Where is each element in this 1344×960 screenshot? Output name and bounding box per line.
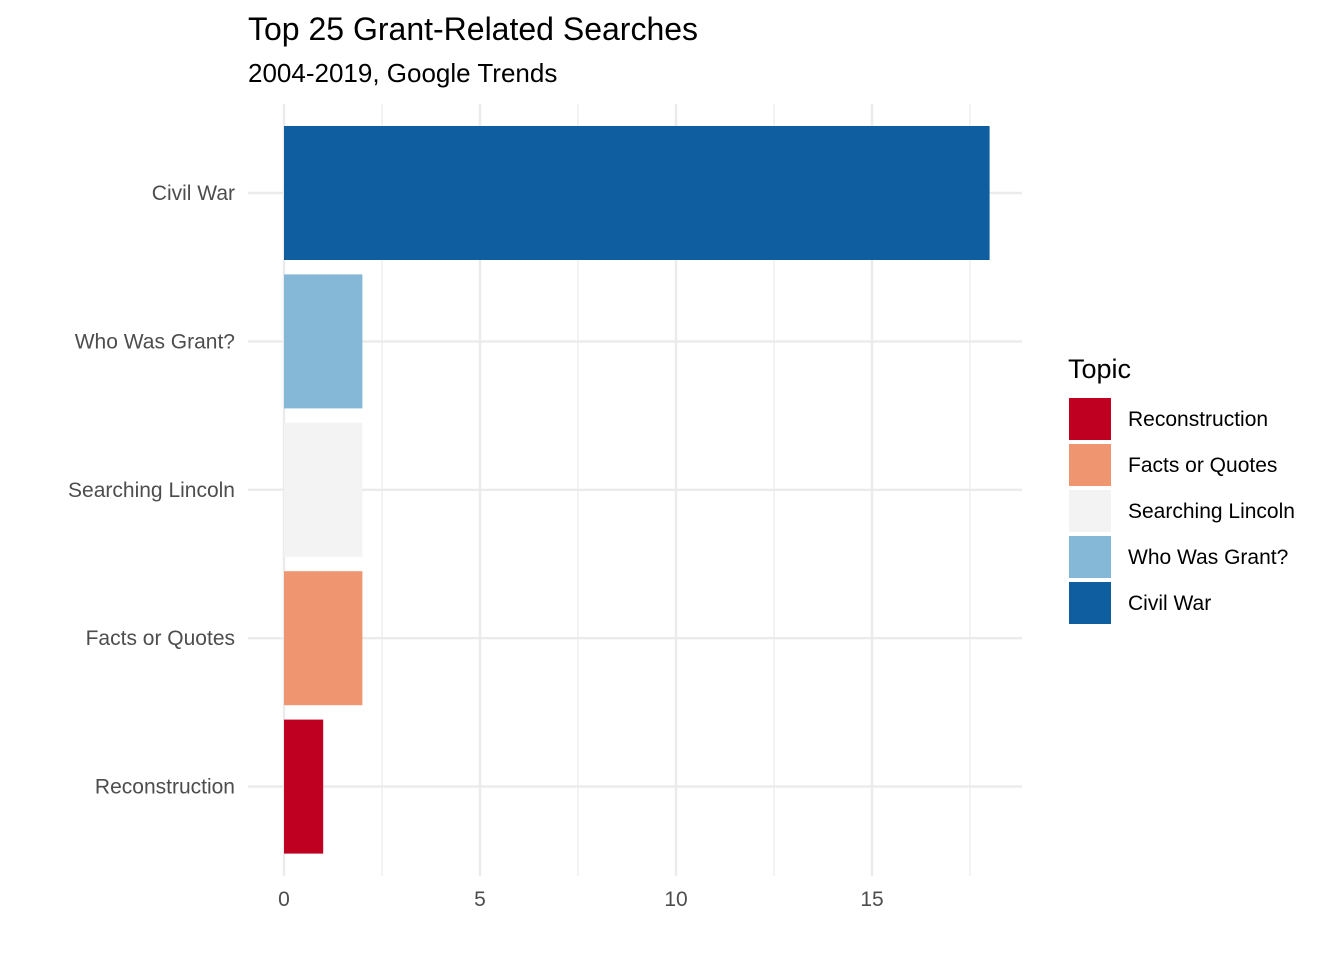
legend-key: [1069, 398, 1111, 440]
chart-title: Top 25 Grant-Related Searches: [248, 11, 698, 47]
y-tick-label: Civil War: [152, 182, 235, 205]
x-axis-labels: 0 5 10 15: [278, 888, 884, 911]
x-tick-label: 10: [664, 888, 687, 911]
y-tick-label: Searching Lincoln: [68, 479, 235, 502]
legend-key: [1069, 490, 1111, 532]
bar-civil-war: [284, 126, 990, 260]
legend-key: [1069, 536, 1111, 578]
bar-searching-lincoln: [284, 422, 363, 557]
bars: [284, 126, 990, 854]
legend-key: [1069, 582, 1111, 624]
y-tick-label: Facts or Quotes: [86, 627, 235, 650]
legend-title: Topic: [1068, 354, 1131, 384]
y-axis-labels: Civil War Who Was Grant? Searching Lincoln…: [68, 182, 235, 799]
legend-key: [1069, 444, 1111, 486]
y-tick-label: Reconstruction: [95, 776, 235, 799]
bar-facts-or-quotes: [284, 571, 363, 706]
legend-label: Who Was Grant?: [1128, 546, 1288, 569]
chart-subtitle: 2004-2019, Google Trends: [248, 58, 557, 88]
legend-items: Reconstruction Facts or Quotes Searching L…: [1069, 398, 1295, 624]
x-tick-label: 5: [474, 888, 486, 911]
y-tick-label: Who Was Grant?: [75, 330, 235, 353]
bar-reconstruction: [284, 719, 324, 854]
legend-label: Facts or Quotes: [1128, 454, 1277, 477]
legend-label: Civil War: [1128, 592, 1211, 615]
legend: Topic Reconstruction Facts or Quotes Searc…: [1068, 354, 1295, 624]
x-tick-label: 0: [278, 888, 290, 911]
legend-label: Searching Lincoln: [1128, 500, 1295, 523]
x-tick-label: 15: [860, 888, 883, 911]
bar-who-was-grant: [284, 274, 363, 409]
legend-label: Reconstruction: [1128, 408, 1268, 431]
